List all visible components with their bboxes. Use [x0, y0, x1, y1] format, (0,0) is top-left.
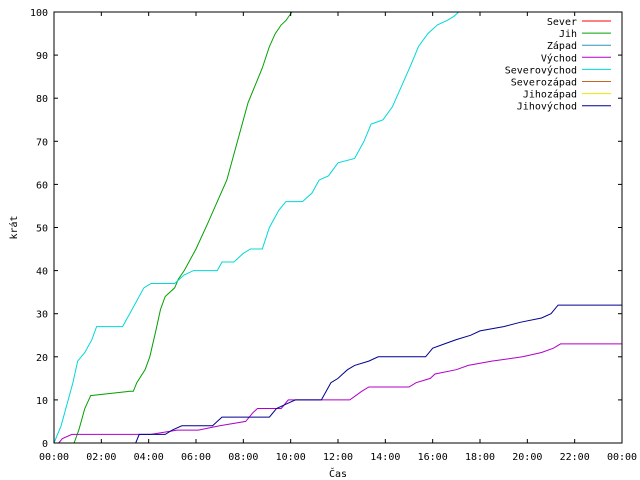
y-tick-label: 20 [36, 353, 48, 364]
x-tick-label: 14:00 [370, 452, 400, 463]
x-tick-label: 04:00 [134, 452, 164, 463]
legend-label: Jihovýchod [517, 101, 577, 113]
y-tick-label: 50 [36, 224, 48, 235]
series-line-2 [73, 11, 293, 444]
y-tick-label: 60 [36, 180, 48, 191]
y-axis-label: krát [8, 215, 20, 239]
y-tick-label: 90 [36, 51, 48, 62]
x-tick-label: 12:00 [323, 452, 353, 463]
series-line-4 [58, 343, 622, 444]
x-tick-label: 02:00 [86, 452, 116, 463]
series-line-5 [53, 11, 460, 444]
x-axis-label: Čas [329, 467, 347, 480]
legend: SeverJihZápadVýchodSeverovýchodSeverozáp… [505, 17, 611, 113]
y-tick-label: 40 [36, 267, 48, 278]
x-tick-label: 18:00 [465, 452, 495, 463]
x-tick-label: 10:00 [276, 452, 306, 463]
ticks-layer: 00:00 02:00 04:00 06:00 08:00 10:00 12:00 14:00… [30, 8, 637, 463]
x-tick-label: 00:00 [607, 452, 637, 463]
series-layer [53, 11, 622, 444]
legend-label: Východ [541, 52, 577, 64]
legend-label: Jihozápad [523, 89, 577, 101]
legend-label: Jih [559, 29, 577, 40]
y-tick-label: 30 [36, 310, 48, 321]
x-tick-label: 20:00 [512, 452, 542, 463]
y-tick-label: 70 [36, 137, 48, 148]
legend-label: Západ [547, 40, 577, 52]
series-line-8 [135, 304, 622, 444]
y-tick-label: 100 [30, 8, 48, 19]
legend-label: Severozápad [511, 77, 577, 89]
x-tick-label: 22:00 [560, 452, 590, 463]
legend-label: Severovýchod [505, 64, 577, 76]
y-tick-label: 80 [36, 94, 48, 105]
y-tick-label: 10 [36, 396, 48, 407]
legend-label: Sever [547, 17, 577, 28]
x-tick-label: 06:00 [181, 452, 211, 463]
x-tick-label: 00:00 [39, 452, 69, 463]
x-tick-label: 16:00 [418, 452, 448, 463]
x-tick-label: 08:00 [228, 452, 258, 463]
y-tick-label: 0 [42, 439, 48, 450]
